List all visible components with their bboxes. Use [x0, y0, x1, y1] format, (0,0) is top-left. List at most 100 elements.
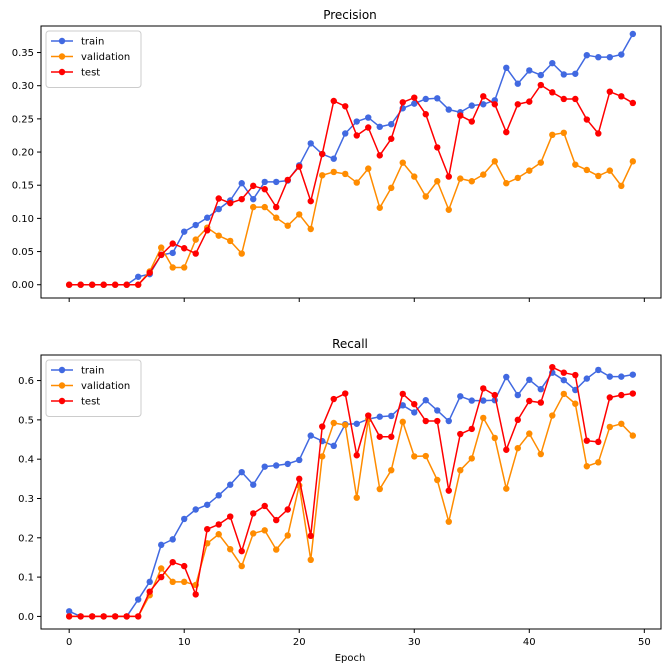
precision-validation-point	[572, 161, 579, 168]
recall-x-tick-label: 40	[523, 637, 536, 648]
recall-test-point	[215, 521, 222, 528]
precision-test-point	[618, 93, 625, 100]
recall-train-point	[503, 373, 510, 381]
recall-train-point	[445, 417, 452, 425]
precision-train-point	[215, 205, 222, 213]
precision-test-point	[365, 124, 372, 131]
recall-legend-validation-marker	[58, 382, 66, 389]
precision-y-tick-label: 0.15	[12, 181, 34, 192]
recall-y-tick-label: 0.0	[18, 612, 34, 623]
recall-train-point	[261, 463, 268, 470]
precision-test-point	[549, 89, 556, 96]
recall-validation-point	[445, 518, 452, 525]
recall-train-point	[273, 462, 280, 469]
precision-legend-box	[45, 30, 142, 88]
precision-test-point	[457, 112, 464, 119]
recall-validation-point	[491, 434, 498, 442]
precision-validation-point	[319, 172, 326, 179]
precision-train-point	[181, 228, 188, 235]
recall-validation-point	[526, 430, 533, 437]
recall-test-point	[296, 475, 303, 483]
recall-legend-validation-label: validation	[81, 381, 130, 392]
precision-title: Precision	[323, 8, 377, 22]
precision-validation-point	[583, 166, 591, 174]
recall-validation-point	[457, 466, 464, 474]
precision-train-point	[572, 70, 579, 77]
recall-validation-point	[319, 453, 326, 460]
precision-test-point	[376, 152, 383, 159]
recall-legend-test-label: test	[81, 397, 100, 408]
precision-validation-point	[491, 158, 498, 165]
recall-validation-point	[388, 466, 395, 474]
recall-train-point	[227, 481, 234, 488]
recall-y-tick-label: 0.6	[18, 376, 34, 387]
recall-validation-point	[215, 531, 222, 538]
recall-test-point	[583, 437, 591, 444]
precision-test-point	[65, 281, 73, 288]
precision-train-point	[204, 214, 211, 221]
precision-train-point	[595, 53, 602, 61]
recall-train-point	[480, 397, 487, 404]
recall-test-point	[376, 433, 383, 440]
recall-validation-point	[307, 556, 314, 564]
precision-test-point	[480, 93, 487, 100]
recall-test-point	[572, 371, 579, 379]
recall-test-point	[342, 390, 349, 397]
precision-train-point	[238, 180, 245, 187]
recall-legend-box	[45, 359, 142, 417]
recall-validation-point	[411, 453, 418, 460]
recall-ticks: 0 10 20 30 40 50 0.0 0.1 0.2 0.3 0.4 0.5 0.6	[18, 376, 651, 648]
recall-test-point	[77, 613, 84, 620]
precision-test-point	[399, 99, 406, 106]
recall-x-tick-label: 20	[293, 637, 306, 648]
precision-validation-point	[388, 184, 395, 192]
recall-train-point	[158, 541, 165, 549]
precision-validation-point	[273, 214, 280, 221]
recall-train-point	[296, 456, 303, 464]
recall-test-point	[273, 516, 280, 524]
precision-train-point	[261, 178, 268, 186]
recall-test-point	[434, 417, 441, 425]
precision-validation-point	[250, 203, 257, 211]
recall-validation-point	[606, 423, 614, 431]
precision-legend: train validation test	[45, 30, 142, 88]
precision-y-tick-label: 0.00	[12, 280, 34, 291]
recall-validation-point	[227, 546, 234, 553]
precision-validation-point	[457, 175, 464, 182]
precision-test-point	[261, 186, 268, 193]
recall-validation-point	[261, 527, 268, 534]
precision-test-point	[388, 135, 395, 142]
recall-validation-point	[376, 485, 383, 493]
recall-legend: train validation test	[45, 359, 142, 417]
recall-train-point	[560, 376, 567, 384]
precision-test-point	[158, 251, 165, 259]
precision-legend-validation-marker	[58, 53, 66, 60]
precision-legend-train-label: train	[81, 37, 104, 48]
precision-validation-point	[560, 129, 567, 137]
precision-test-point	[192, 250, 199, 257]
precision-test-point	[422, 111, 429, 118]
precision-y-tick-label: 0.35	[12, 48, 34, 59]
precision-test-point	[284, 176, 291, 184]
precision-test-point	[250, 182, 257, 190]
recall-train-point	[457, 393, 464, 400]
precision-test-point	[468, 118, 475, 125]
precision-test-point	[353, 132, 360, 139]
recall-test-point	[629, 390, 637, 397]
precision-y-tick-label: 0.30	[12, 81, 34, 92]
precision-train-point	[468, 102, 475, 109]
precision-validation-point	[434, 178, 441, 185]
recall-test-point	[192, 591, 199, 598]
recall-test-point	[365, 412, 372, 419]
recall-train-point	[65, 608, 73, 615]
precision-test-point	[215, 195, 222, 202]
precision-validation-point	[181, 264, 188, 271]
precision-y-tick-label: 0.20	[12, 148, 34, 159]
recall-test-point	[307, 532, 314, 540]
recall-y-tick-label: 0.4	[18, 455, 34, 466]
recall-y-tick-label: 0.1	[18, 573, 34, 584]
recall-x-tick-label: 0	[66, 637, 72, 648]
recall-test-point	[158, 573, 165, 581]
recall-x-tick-label: 10	[178, 637, 191, 648]
